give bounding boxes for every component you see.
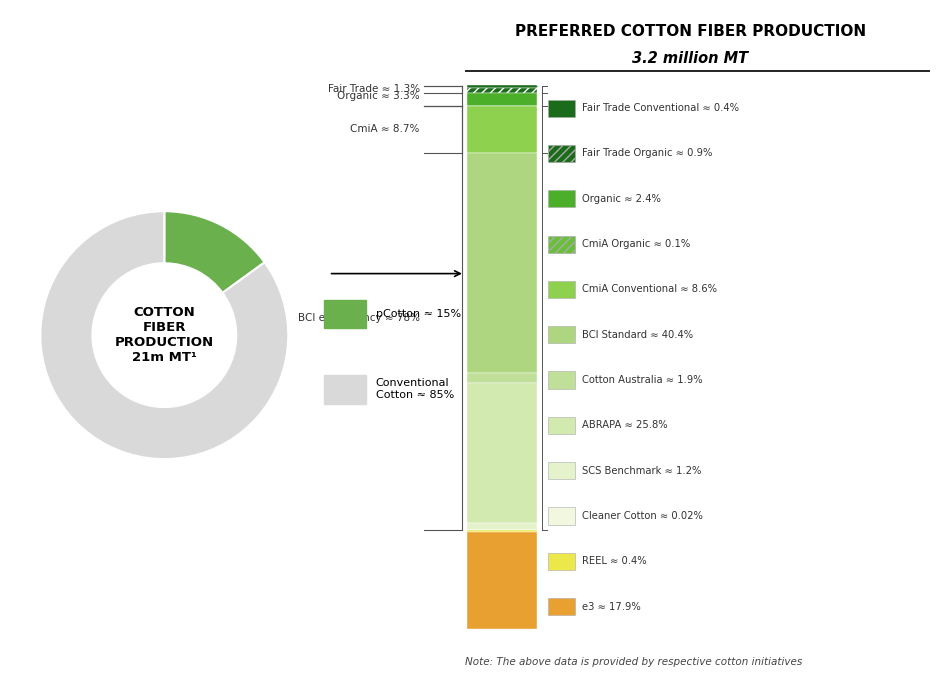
Text: Organic ≈ 2.4%: Organic ≈ 2.4%	[582, 194, 661, 204]
Text: BCI Standard ≈ 40.4%: BCI Standard ≈ 40.4%	[582, 330, 693, 340]
Text: CmiA ≈ 8.7%: CmiA ≈ 8.7%	[350, 124, 420, 134]
Text: Fair Trade Conventional ≈ 0.4%: Fair Trade Conventional ≈ 0.4%	[582, 103, 739, 113]
Text: Note: The above data is provided by respective cotton initiatives: Note: The above data is provided by resp…	[465, 657, 802, 667]
Text: PREFERRED COTTON FIBER PRODUCTION: PREFERRED COTTON FIBER PRODUCTION	[515, 24, 866, 39]
Text: Organic ≈ 3.3%: Organic ≈ 3.3%	[337, 90, 420, 101]
Text: BCI equivalency ≈ 78%: BCI equivalency ≈ 78%	[298, 313, 420, 323]
Text: CmiA Organic ≈ 0.1%: CmiA Organic ≈ 0.1%	[582, 239, 690, 249]
Text: ABRAPA ≈ 25.8%: ABRAPA ≈ 25.8%	[582, 421, 668, 430]
Text: 3.2 million MT: 3.2 million MT	[632, 51, 748, 66]
Text: REEL ≈ 0.4%: REEL ≈ 0.4%	[582, 556, 647, 566]
Wedge shape	[164, 211, 265, 293]
Text: Fair Trade Organic ≈ 0.9%: Fair Trade Organic ≈ 0.9%	[582, 148, 713, 159]
Text: Cotton Australia ≈ 1.9%: Cotton Australia ≈ 1.9%	[582, 375, 702, 385]
Text: SCS Benchmark ≈ 1.2%: SCS Benchmark ≈ 1.2%	[582, 466, 701, 475]
Text: e3 ≈ 17.9%: e3 ≈ 17.9%	[582, 602, 641, 611]
Text: Cleaner Cotton ≈ 0.02%: Cleaner Cotton ≈ 0.02%	[582, 511, 703, 521]
Text: pCotton ≈ 15%: pCotton ≈ 15%	[376, 309, 461, 319]
Text: CmiA Conventional ≈ 8.6%: CmiA Conventional ≈ 8.6%	[582, 285, 717, 294]
Text: Fair Trade ≈ 1.3%: Fair Trade ≈ 1.3%	[328, 84, 420, 94]
Text: COTTON
FIBER
PRODUCTION
21m MT¹: COTTON FIBER PRODUCTION 21m MT¹	[115, 306, 214, 364]
Wedge shape	[40, 211, 288, 459]
Text: Conventional
Cotton ≈ 85%: Conventional Cotton ≈ 85%	[376, 378, 454, 400]
